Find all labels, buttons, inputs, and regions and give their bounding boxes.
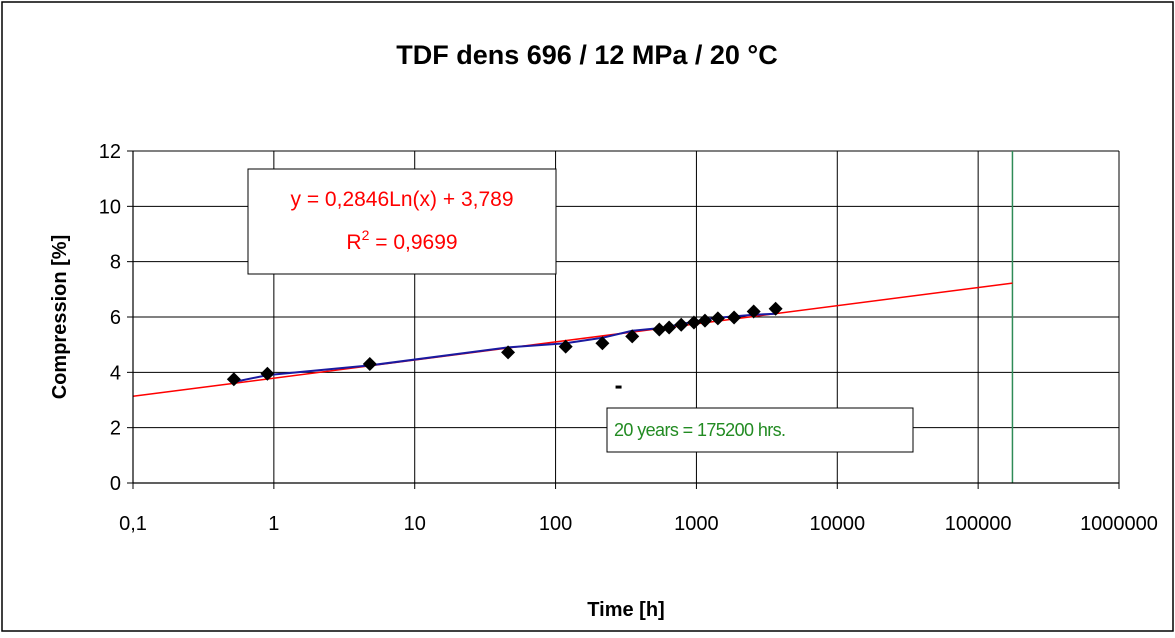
series-group (226, 301, 783, 389)
trendline-equation: y = 0,2846Ln(x) + 3,789 (291, 188, 514, 211)
chart-title: TDF dens 696 / 12 MPa / 20 °C (396, 40, 777, 70)
x-tick-label: 1000 (674, 513, 719, 535)
data-point (595, 336, 610, 351)
x-tick-label: 10 (404, 513, 426, 535)
data-point (746, 304, 761, 319)
trendline (132, 282, 1013, 398)
data-point (710, 311, 725, 326)
y-axis-label: Compression [%] (49, 235, 71, 399)
data-point (662, 320, 677, 335)
reference-annotation: 20 years = 175200 hrs. (614, 420, 785, 440)
x-tick-label: 100000 (945, 513, 1012, 535)
r-squared-value: = 0,9699 (369, 231, 457, 254)
x-tick-label: 1000000 (1080, 513, 1158, 535)
x-tick-labels: 0,1 1 10 100 1000 10000 100000 1000000 (119, 513, 1158, 535)
y-tick-label: 12 (99, 141, 121, 163)
data-point (727, 310, 742, 325)
trendline-r-squared: R2 = 0,9699 (346, 227, 457, 254)
x-tick-label: 0,1 (119, 513, 147, 535)
x-tick-label: 10000 (809, 513, 865, 535)
data-point (260, 366, 275, 381)
data-point (501, 345, 516, 360)
y-tick-label: 6 (110, 307, 121, 329)
trendline-group (132, 151, 1014, 483)
x-tick-label: 1 (268, 513, 279, 535)
y-tick-label: 0 (110, 473, 121, 495)
y-tick-labels: 0 2 4 6 8 10 12 (99, 141, 121, 495)
y-tick-label: 8 (110, 252, 121, 274)
stray-mark (615, 385, 622, 389)
data-point (625, 329, 640, 344)
y-tick-label: 2 (110, 418, 121, 440)
axes-group (127, 150, 1120, 489)
data-point (652, 322, 667, 337)
x-tick-label: 100 (539, 513, 572, 535)
data-point (674, 317, 689, 332)
r-squared-r: R (346, 231, 361, 254)
data-point (362, 357, 377, 372)
x-axis-label: Time [h] (587, 599, 664, 621)
data-point (768, 301, 783, 316)
data-point (226, 372, 241, 387)
reference-annotation-box: 20 years = 175200 hrs. (606, 407, 914, 453)
data-point (558, 339, 573, 354)
y-tick-label: 10 (99, 196, 121, 218)
trendline-equation-box: y = 0,2846Ln(x) + 3,789 R2 = 0,9699 (247, 168, 557, 275)
y-tick-label: 4 (110, 362, 121, 384)
data-point (686, 315, 701, 330)
data-point (697, 313, 712, 328)
r-squared-superscript: 2 (362, 227, 370, 243)
